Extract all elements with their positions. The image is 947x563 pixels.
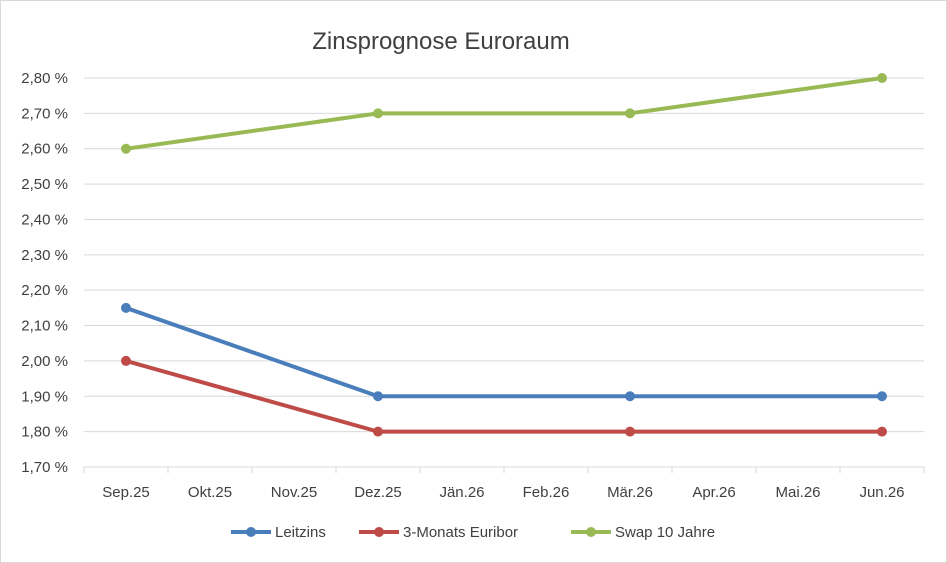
- y-tick-label: 2,20 %: [21, 282, 68, 299]
- series-line: [125, 76, 883, 151]
- x-tick-label: Mär.26: [607, 484, 653, 501]
- data-point: [121, 143, 131, 154]
- legend-swatch-marker: [586, 527, 596, 537]
- data-point: [121, 355, 131, 366]
- x-tick-label: Dez.25: [354, 484, 402, 501]
- legend-label: 3-Monats Euribor: [403, 524, 518, 541]
- x-tick-label: Apr.26: [692, 484, 735, 501]
- legend-swatch-marker: [246, 527, 256, 537]
- legend-label: Swap 10 Jahre: [615, 524, 715, 541]
- y-tick-label: 2,40 %: [21, 211, 68, 228]
- gridlines: [84, 77, 924, 468]
- series-line: [125, 305, 882, 399]
- legend: Leitzins 3-Monats Euribor Swap 10 Jahre: [231, 524, 715, 541]
- series-lines: [121, 73, 887, 437]
- y-tick-label: 2,10 %: [21, 318, 68, 335]
- chart-title: Zinsprognose Euroraum: [312, 28, 569, 55]
- x-tick-label: Nov.25: [271, 484, 317, 501]
- data-point: [877, 73, 887, 83]
- data-point: [625, 391, 635, 402]
- legend-swatch-marker: [374, 527, 384, 537]
- data-point: [877, 391, 887, 402]
- x-tick-label: Okt.25: [188, 484, 232, 501]
- data-point: [373, 426, 383, 437]
- y-tick-label: 2,60 %: [21, 141, 68, 158]
- data-point: [625, 108, 635, 119]
- y-tick-label: 2,00 %: [21, 353, 68, 370]
- y-tick-label: 2,30 %: [21, 247, 68, 264]
- data-point: [625, 426, 635, 437]
- axes: 1,70 % 1,80 % 1,90 % 2,00 % 2,10 % 2,20 % 2,30…: [21, 70, 925, 501]
- x-tick-label: Mai.26: [775, 484, 820, 501]
- y-tick-label: 1,90 %: [21, 388, 68, 405]
- x-tick-label: Sep.25: [102, 484, 150, 501]
- x-tick-label: Jän.26: [439, 484, 484, 501]
- y-tick-label: 2,70 %: [21, 105, 68, 122]
- data-point: [121, 302, 131, 313]
- y-tick-label: 2,50 %: [21, 176, 68, 193]
- y-tick-label: 1,80 %: [21, 424, 68, 441]
- data-point: [373, 391, 383, 402]
- data-point: [373, 108, 383, 119]
- series-line: [125, 358, 882, 434]
- data-point: [877, 426, 887, 437]
- x-tick-label: Jun.26: [859, 484, 904, 501]
- x-tick-label: Feb.26: [523, 484, 570, 501]
- y-tick-label: 1,70 %: [21, 459, 68, 476]
- y-tick-label: 2,80 %: [21, 70, 68, 87]
- legend-label: Leitzins: [275, 524, 326, 541]
